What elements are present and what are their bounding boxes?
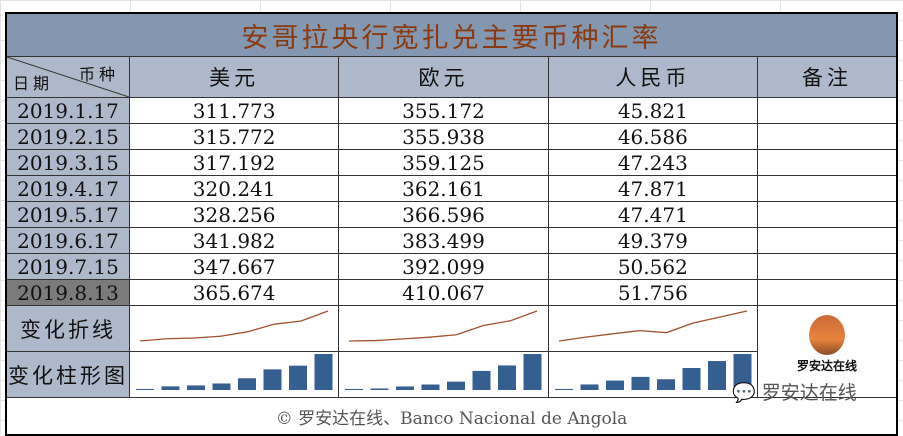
eur-bars	[338, 351, 549, 398]
cny-cell: 47.871	[547, 175, 759, 202]
sparkline-series	[558, 310, 747, 342]
usd-cell: 328.256	[128, 201, 340, 228]
header-cny: 人民币	[547, 56, 759, 98]
bar	[447, 381, 466, 390]
eur-cell: 383.499	[338, 227, 549, 254]
currency-label: 币种	[78, 65, 119, 84]
cny-sparkline	[547, 305, 759, 352]
bar	[605, 380, 624, 390]
notes-cell	[757, 253, 898, 280]
date-cell: 2019.3.15	[5, 149, 130, 176]
table-row: 2019.4.17 320.241 362.161 47.871	[5, 175, 898, 202]
usd-cell: 311.773	[128, 97, 340, 124]
date-cell: 2019.1.17	[5, 97, 130, 124]
cny-cell: 45.821	[547, 97, 759, 124]
bar	[370, 388, 389, 390]
watermark: 💬 罗安达在线	[732, 378, 857, 405]
notes-cell	[757, 175, 898, 202]
notes-cell	[757, 279, 898, 306]
cny-bars	[547, 351, 759, 398]
bar	[396, 386, 415, 390]
sparkline-series	[349, 310, 538, 342]
usd-sparkline	[128, 305, 340, 352]
wechat-icon: 💬	[732, 382, 756, 404]
bar	[554, 388, 573, 390]
notes-cell	[757, 201, 898, 228]
date-cell: 2019.7.15	[5, 253, 130, 280]
notes-cell	[757, 123, 898, 150]
table-row: 2019.7.15 347.667 392.099 50.562	[5, 253, 898, 280]
cny-cell: 51.756	[547, 279, 759, 306]
corner-header: 币种 日期	[5, 56, 130, 98]
bar	[187, 385, 206, 390]
cny-cell: 46.586	[547, 123, 759, 150]
date-cell: 2019.8.13	[5, 279, 130, 306]
logo-cell: 罗安达在线	[757, 305, 898, 398]
date-cell: 2019.6.17	[5, 227, 130, 254]
bar	[523, 354, 542, 390]
watermark-text: 罗安达在线	[761, 382, 857, 404]
usd-cell: 315.772	[128, 123, 340, 150]
table-title: 安哥拉央行宽扎兑主要币种汇率	[5, 12, 898, 57]
bar	[656, 379, 675, 390]
header-eur: 欧元	[338, 56, 549, 98]
bar	[682, 367, 701, 390]
table-row: 2019.8.13 365.674 410.067 51.756	[5, 279, 898, 306]
eur-cell: 392.099	[338, 253, 549, 280]
bar-label: 变化柱形图	[5, 351, 130, 398]
bar	[421, 384, 440, 390]
bar	[212, 383, 231, 390]
date-cell: 2019.4.17	[5, 175, 130, 202]
bar	[314, 354, 333, 390]
eur-cell: 359.125	[338, 149, 549, 176]
bar	[707, 361, 726, 390]
usd-bars	[128, 351, 340, 398]
bar	[238, 378, 257, 390]
usd-cell: 317.192	[128, 149, 340, 176]
date-cell: 2019.2.15	[5, 123, 130, 150]
table-row: 2019.2.15 315.772 355.938 46.586	[5, 123, 898, 150]
eur-cell: 355.938	[338, 123, 549, 150]
cny-cell: 50.562	[547, 253, 759, 280]
bar	[289, 365, 308, 390]
eur-cell: 355.172	[338, 97, 549, 124]
date-label: 日期	[13, 74, 54, 93]
notes-cell	[757, 97, 898, 124]
bar	[631, 376, 650, 390]
bar	[580, 384, 599, 390]
cny-cell: 47.243	[547, 149, 759, 176]
table-row: 2019.3.15 317.192 359.125 47.243	[5, 149, 898, 176]
bar	[136, 388, 155, 390]
notes-cell	[757, 149, 898, 176]
table-row: 2019.6.17 341.982 383.499 49.379	[5, 227, 898, 254]
eur-cell: 366.596	[338, 201, 549, 228]
bar	[345, 388, 364, 390]
eur-cell: 362.161	[338, 175, 549, 202]
elephant-avatar	[809, 315, 845, 355]
bar	[498, 365, 517, 390]
usd-cell: 347.667	[128, 253, 340, 280]
table-row: 2019.1.17 311.773 355.172 45.821	[5, 97, 898, 124]
eur-cell: 410.067	[338, 279, 549, 306]
notes-cell	[757, 227, 898, 254]
usd-cell: 320.241	[128, 175, 340, 202]
bar	[161, 386, 180, 390]
line-label: 变化折线	[5, 305, 130, 352]
cny-cell: 49.379	[547, 227, 759, 254]
header-usd: 美元	[128, 56, 340, 98]
header-notes: 备注	[757, 56, 898, 98]
usd-cell: 341.982	[128, 227, 340, 254]
sparkline-series	[140, 310, 329, 342]
eur-sparkline	[338, 305, 549, 352]
date-cell: 2019.5.17	[5, 201, 130, 228]
usd-cell: 365.674	[128, 279, 340, 306]
exchange-rate-table: 安哥拉央行宽扎兑主要币种汇率 币种 日期 美元 欧元 人民币 备注 2019.1.…	[5, 12, 898, 436]
footer-source: © 罗安达在线、Banco Nacional de Angola	[5, 397, 898, 436]
bar	[472, 370, 491, 390]
logo-text: 罗安达在线	[796, 359, 857, 373]
table-row: 2019.5.17 328.256 366.596 47.471	[5, 201, 898, 228]
cny-cell: 47.471	[547, 201, 759, 228]
bar	[263, 369, 282, 390]
bar	[733, 354, 752, 390]
